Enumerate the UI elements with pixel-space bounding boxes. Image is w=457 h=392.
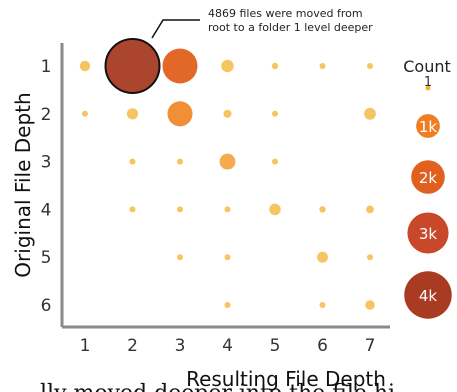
bubble [317, 251, 328, 263]
bubble [129, 158, 136, 165]
bubble [319, 302, 326, 308]
bubble [272, 158, 278, 165]
legend-bubble [404, 271, 452, 319]
y-tick-label: 6 [41, 296, 52, 316]
legend-label: 1 [424, 75, 432, 90]
bubble [364, 107, 376, 120]
legend-label: 2k [419, 169, 438, 187]
bubble [367, 254, 373, 261]
legend-entries: 1 1k 2k 3k 4k [404, 75, 452, 319]
highlighted-bubble [104, 38, 161, 94]
legend-title: Count [403, 57, 451, 76]
annotation-leader-line [151, 19, 200, 39]
x-tick-labels: 1 2 3 4 5 6 7 [80, 336, 376, 356]
bubble [177, 206, 183, 213]
x-axis-title: Resulting File Depth [186, 367, 386, 391]
bubble [319, 206, 326, 213]
bubble [162, 48, 198, 84]
y-tick-label: 2 [41, 105, 52, 125]
x-tick-label: 3 [175, 336, 186, 356]
annotation-line-1: 4869 files were moved from [208, 7, 363, 20]
x-tick-label: 2 [127, 336, 138, 356]
y-tick-label: 1 [41, 57, 52, 77]
x-tick-label: 7 [365, 336, 376, 356]
bubble [177, 158, 183, 165]
bubble-marks [79, 38, 376, 310]
y-tick-label: 5 [41, 248, 52, 268]
y-tick-label: 3 [41, 153, 52, 173]
bubble [269, 203, 281, 216]
bubble [129, 206, 136, 213]
bubble [224, 254, 231, 261]
bubble [319, 63, 326, 69]
bubble [367, 63, 373, 69]
bubble [219, 153, 236, 170]
x-tick-label: 6 [317, 336, 328, 356]
bubble [272, 110, 278, 117]
bubble [82, 110, 88, 117]
bubble [177, 254, 183, 261]
bubble [366, 205, 374, 214]
bubble [126, 108, 139, 120]
legend: Count 1 1k 2k 3k 4k [403, 57, 452, 319]
bubble [365, 300, 375, 310]
y-tick-labels: 1 2 3 4 5 6 [41, 57, 52, 316]
legend-bubble [407, 212, 449, 254]
chart-axes [60, 43, 390, 329]
legend-label: 1k [419, 118, 438, 136]
annotation: 4869 files were moved from root to a fol… [151, 7, 373, 39]
bubble [79, 60, 91, 72]
x-tick-label: 4 [222, 336, 233, 356]
bubble [221, 59, 234, 73]
legend-label: 4k [419, 287, 438, 305]
legend-bubble [411, 160, 445, 194]
bubble [271, 62, 279, 70]
legend-bubble [416, 114, 440, 138]
legend-label: 3k [419, 225, 438, 243]
bubble [167, 101, 193, 127]
bubble [223, 109, 232, 118]
x-tick-label: 5 [270, 336, 281, 356]
bubble [224, 302, 231, 308]
x-tick-label: 1 [80, 336, 91, 356]
bubble [224, 206, 231, 213]
annotation-line-2: root to a folder 1 level deeper [208, 21, 373, 34]
y-axis-title: Original File Depth [11, 92, 35, 277]
y-tick-label: 4 [41, 200, 52, 220]
legend-bubble [425, 85, 431, 91]
clipped-caption-text: lly moved deeper into the file hi [40, 381, 395, 392]
